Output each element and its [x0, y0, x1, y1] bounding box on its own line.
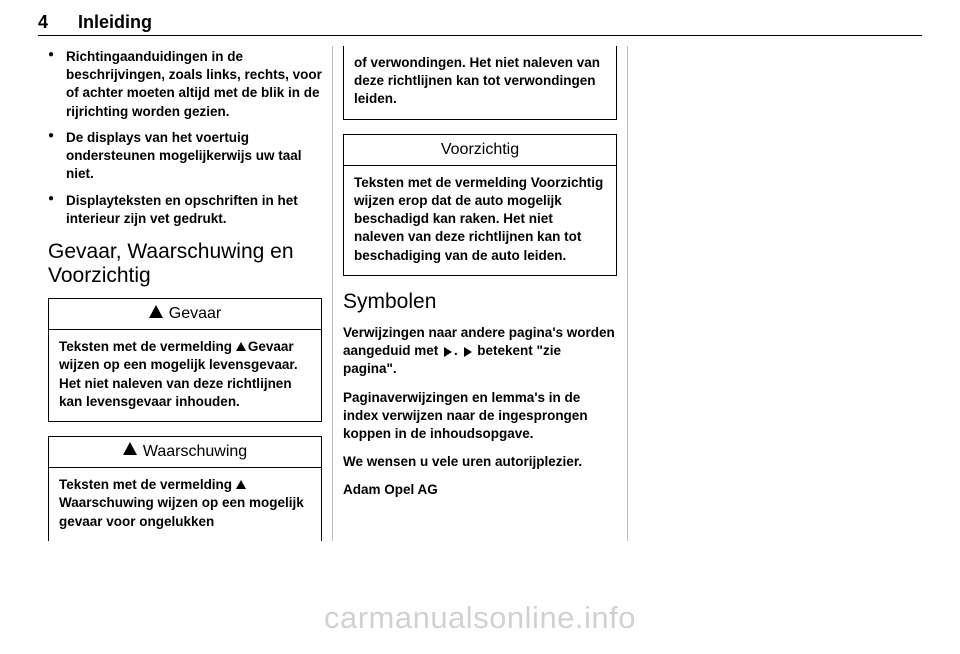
signoff: Adam Opel AG — [343, 481, 617, 499]
warning-icon — [149, 305, 163, 318]
manual-page: 4 Inleiding Richtingaanduidingen in de b… — [20, 12, 940, 612]
voorzichtig-header: Voorzichtig — [344, 135, 616, 166]
gevaar-body: Teksten met de vermelding Gevaar wijzen … — [49, 330, 321, 421]
symbolen-p3: We wensen u vele uren autorijplezier. — [343, 453, 617, 471]
bullet-item: Displayteksten en opschriften in het int… — [48, 192, 322, 228]
waarschuwing-body-end: of verwondingen. Het niet naleven van de… — [344, 46, 616, 119]
bullet-item: Richtingaanduidingen in de beschrijvinge… — [48, 48, 322, 121]
content-columns: Richtingaanduidingen in de beschrijvinge… — [20, 46, 940, 541]
symbolen-p2: Paginaverwijzingen en lemma's in de inde… — [343, 389, 617, 444]
bullet-list: Richtingaanduidingen in de beschrijvinge… — [48, 48, 322, 228]
voorzichtig-body: Teksten met de vermelding Voorzichtig wi… — [344, 166, 616, 275]
waarschuwing-body-rest: Waarschuwing wijzen op een mogelijk geva… — [59, 495, 304, 528]
waarschuwing-header: Waarschuwing — [49, 437, 321, 468]
page-number: 4 — [38, 12, 48, 33]
warning-icon — [236, 480, 246, 489]
symbolen-p1: Verwijzingen naar andere pagina's worden… — [343, 324, 617, 379]
gevaar-header: Gevaar — [49, 299, 321, 330]
waarschuwing-body-prefix: Teksten met de vermelding — [59, 477, 236, 492]
gevaar-title: Gevaar — [169, 305, 221, 322]
page-ref-icon — [444, 347, 452, 357]
waarschuwing-box-top: Waarschuwing Teksten met de vermelding W… — [48, 436, 322, 541]
gevaar-body-prefix: Teksten met de vermelding — [59, 339, 236, 354]
warning-icon — [236, 342, 246, 351]
voorzichtig-box: Voorzichtig Teksten met de vermelding Vo… — [343, 134, 617, 276]
column-2: of verwondingen. Het niet naleven van de… — [333, 46, 628, 541]
waarschuwing-body-start: Teksten met de vermelding Waarschuwing w… — [49, 468, 321, 541]
warning-icon — [123, 442, 137, 455]
column-1: Richtingaanduidingen in de beschrijvinge… — [38, 46, 333, 541]
page-header: 4 Inleiding — [38, 12, 922, 36]
column-3 — [628, 46, 922, 541]
waarschuwing-title: Waarschuwing — [143, 443, 247, 460]
voorzichtig-title: Voorzichtig — [441, 141, 519, 158]
waarschuwing-box-bottom: of verwondingen. Het niet naleven van de… — [343, 46, 617, 120]
symbolen-p1b: . — [454, 343, 462, 358]
subheading-symbolen: Symbolen — [343, 290, 617, 314]
section-title: Inleiding — [78, 12, 152, 33]
bullet-item: De displays van het voertuig ondersteune… — [48, 129, 322, 184]
gevaar-box: Gevaar Teksten met de vermelding Gevaar … — [48, 298, 322, 422]
page-ref-icon — [464, 347, 472, 357]
subheading: Gevaar, Waarschuwing en Voorzichtig — [48, 240, 322, 288]
